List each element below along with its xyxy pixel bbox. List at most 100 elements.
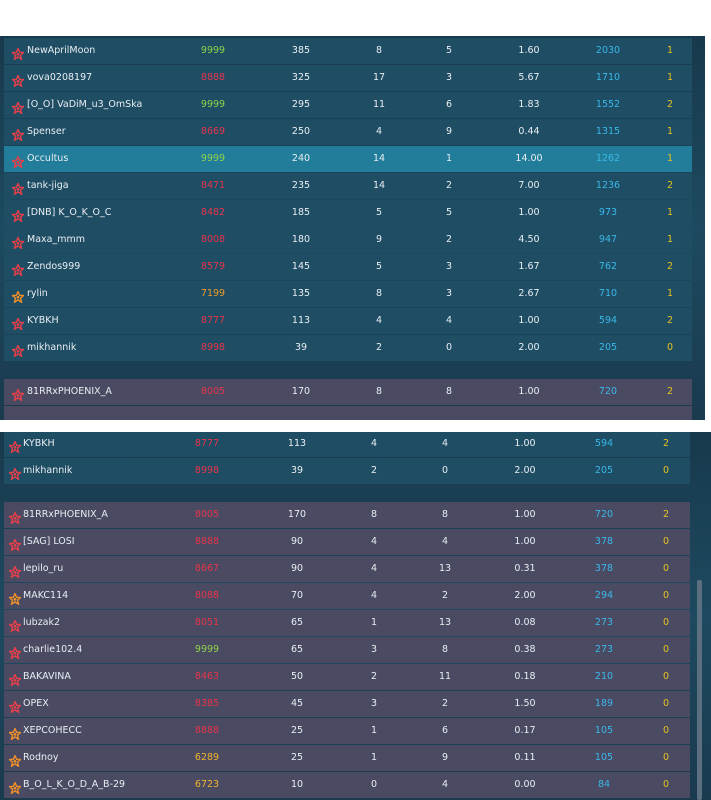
kd-ratio: 1.00 (518, 207, 540, 218)
player-name: MAKC114 (23, 590, 69, 601)
damage: 189 (594, 698, 614, 709)
deaths: 0 (445, 342, 453, 353)
kd-ratio: 4.50 (518, 234, 540, 245)
rank-icon (10, 180, 26, 196)
player-name: mikhannik (23, 465, 73, 476)
kills: 3 (370, 698, 378, 709)
score: 113 (291, 315, 311, 326)
player-name: [SAG] LOSI (23, 536, 75, 547)
rank-icon (7, 752, 23, 768)
place: 0 (662, 617, 670, 628)
player-row: mikhannik 8998 39 2 0 2.00 205 0 (4, 458, 690, 484)
rating: 8998 (194, 465, 220, 476)
kd-ratio: 2.00 (514, 465, 536, 476)
place: 0 (662, 644, 670, 655)
deaths: 2 (441, 698, 449, 709)
place: 0 (662, 465, 670, 476)
kd-ratio: 5.67 (518, 72, 540, 83)
deaths: 13 (438, 617, 452, 628)
score: 70 (290, 590, 304, 601)
deaths: 6 (441, 725, 449, 736)
score: 135 (291, 288, 311, 299)
kills: 8 (375, 45, 383, 56)
kills: 2 (375, 342, 383, 353)
damage: 84 (597, 779, 611, 790)
player-name: Spenser (27, 126, 66, 137)
deaths: 3 (445, 261, 453, 272)
kills: 4 (370, 590, 378, 601)
kills: 17 (372, 72, 386, 83)
damage: 378 (594, 536, 614, 547)
kills: 3 (370, 644, 378, 655)
deaths: 4 (445, 315, 453, 326)
damage: 1236 (595, 180, 621, 191)
player-name: tank-jiga (27, 180, 69, 191)
player-row: KYBKH 8777 113 4 4 1.00 594 2 (4, 308, 692, 334)
kd-ratio: 2.00 (514, 590, 536, 601)
score: 170 (291, 386, 311, 397)
player-name: Zendos999 (27, 261, 81, 272)
kd-ratio: 1.60 (518, 45, 540, 56)
score: 113 (287, 438, 307, 449)
kills: 4 (370, 438, 378, 449)
player-name: Occultus (27, 153, 69, 164)
rating: 9999 (200, 99, 226, 110)
score: 10 (290, 779, 304, 790)
rank-icon (7, 671, 23, 687)
rating: 9999 (194, 644, 220, 655)
kills: 0 (370, 779, 378, 790)
kd-ratio: 1.83 (518, 99, 540, 110)
rating: 8888 (194, 536, 220, 547)
kd-ratio: 1.00 (514, 509, 536, 520)
damage: 105 (594, 752, 614, 763)
deaths: 3 (445, 72, 453, 83)
kills: 9 (375, 234, 383, 245)
player-row: 81RRxPHOENIX_A 8005 170 8 8 1.00 720 2 (4, 379, 692, 405)
kills: 4 (375, 126, 383, 137)
rating: 8777 (200, 315, 226, 326)
kills: 1 (370, 725, 378, 736)
damage: 762 (598, 261, 618, 272)
score: 235 (291, 180, 311, 191)
player-name: mikhannik (27, 342, 77, 353)
player-name: KYBKH (27, 315, 59, 326)
deaths: 6 (445, 99, 453, 110)
kd-ratio: 1.50 (514, 698, 536, 709)
damage: 1710 (595, 72, 621, 83)
scrollbar[interactable] (697, 580, 702, 800)
damage: 2030 (595, 45, 621, 56)
place: 2 (666, 99, 674, 110)
rank-icon (10, 126, 26, 142)
place: 0 (666, 342, 674, 353)
score: 295 (291, 99, 311, 110)
player-row: [O_O] VaDiM_u3_OmSka 9999 295 11 6 1.83 1552 2 (4, 92, 692, 118)
damage: 294 (594, 590, 614, 601)
player-name: KYBKH (23, 438, 55, 449)
rank-icon (10, 342, 26, 358)
rating: 6723 (194, 779, 220, 790)
rating: 8051 (194, 617, 220, 628)
damage: 210 (594, 671, 614, 682)
rating: 7199 (200, 288, 226, 299)
rating: 8888 (194, 725, 220, 736)
scoreboard-panel: KYBKH 8777 113 4 4 1.00 594 2 mikhannik 8998 39 2 0 2… (0, 432, 711, 800)
player-row: XEPCOHECC 8888 25 1 6 0.17 105 0 (4, 718, 690, 744)
damage: 947 (598, 234, 618, 245)
player-row: tank-jiga 8471 235 14 2 7.00 1236 2 (4, 173, 692, 199)
player-name: charlie102.4 (23, 644, 83, 655)
player-row: B_O_L_K_O_D_A_B-29 6723 10 0 4 0.00 84 0 (4, 772, 690, 798)
player-name: Rodnoy (23, 752, 59, 763)
rating: 8777 (194, 438, 220, 449)
place: 0 (662, 536, 670, 547)
player-row: mikhannik 8998 39 2 0 2.00 205 0 (4, 335, 692, 361)
player-row: [SAG] LOSI 8888 90 4 4 1.00 378 0 (4, 529, 690, 555)
kills: 8 (375, 386, 383, 397)
damage: 973 (598, 207, 618, 218)
player-row: rylin 7199 135 8 3 2.67 710 1 (4, 281, 692, 307)
deaths: 5 (445, 45, 453, 56)
rating: 9999 (200, 153, 226, 164)
player-row: vova0208197 8888 325 17 3 5.67 1710 1 (4, 65, 692, 91)
damage: 273 (594, 644, 614, 655)
kills: 2 (370, 671, 378, 682)
